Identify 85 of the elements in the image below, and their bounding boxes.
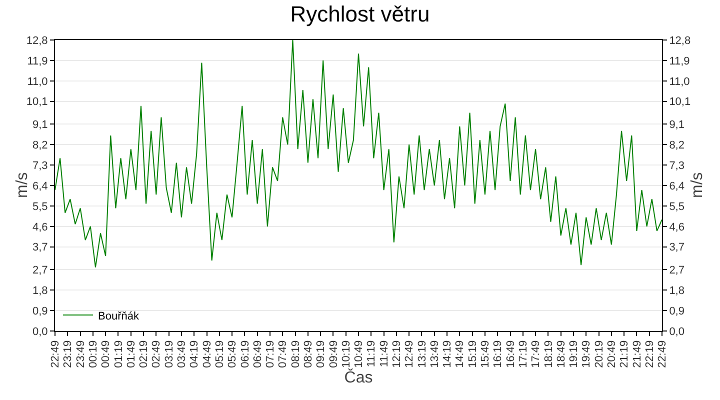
x-tick-label: 00:19 — [88, 340, 100, 368]
x-tick-label: 17:19 — [517, 340, 530, 368]
y2-tick-label: 5,5 — [669, 200, 684, 213]
x-tick-label: 13:19 — [416, 340, 428, 368]
x-tick-label: 12:19 — [391, 340, 404, 368]
y-tick-label: 10,1 — [26, 96, 48, 108]
chart-title: Rychlost větru — [290, 1, 430, 26]
y-tick-label: 7,3 — [32, 160, 48, 172]
y-tick-label: 12,8 — [26, 34, 48, 47]
line-series — [55, 40, 662, 268]
x-tick-label: 04:49 — [201, 340, 214, 368]
x-tick-label: 05:19 — [214, 340, 226, 368]
y2-tick-label: 4,6 — [669, 221, 684, 234]
y-tick-label: 5,5 — [32, 200, 48, 213]
x-tick-label: 19:49 — [580, 340, 593, 368]
x-tick-label: 13:49 — [428, 340, 441, 368]
y-tick-label: 2,7 — [32, 264, 48, 276]
x-tick-label: 09:19 — [315, 340, 328, 368]
x-tick-label: 06:19 — [239, 340, 252, 368]
y-tick-label: 9,1 — [32, 118, 48, 131]
y-tick-label: 0,9 — [32, 305, 48, 318]
x-tick-label: 16:49 — [504, 340, 517, 368]
x-tick-label: 08:19 — [290, 340, 302, 368]
y-tick-label: 3,7 — [32, 242, 48, 254]
x-tick-label: 06:49 — [252, 340, 264, 368]
y2-tick-label: 9,1 — [669, 118, 684, 131]
x-tick-label: 08:49 — [302, 340, 314, 368]
x-tick-label: 18:19 — [542, 340, 555, 368]
x-tick-label: 11:49 — [378, 340, 390, 368]
y-tick-label: 11,9 — [27, 55, 48, 68]
x-tick-label: 22:49 — [656, 340, 669, 368]
x-tick-label: 01:49 — [125, 340, 138, 368]
x-tick-label: 10:49 — [353, 340, 366, 368]
x-tick-label: 15:49 — [480, 340, 492, 368]
x-tick-label: 14:19 — [442, 340, 454, 368]
y2-tick-label: 11,9 — [669, 55, 690, 68]
x-tick-label: 07:19 — [264, 340, 277, 368]
legend-label: Bouřňák — [98, 310, 140, 322]
x-tick-label: 18:49 — [555, 340, 568, 368]
x-tick-label: 02:49 — [150, 340, 163, 368]
x-axis-title: Čas — [344, 368, 373, 387]
y2-axis-title: m/s — [689, 172, 706, 198]
x-tick-label: 22:49 — [50, 340, 62, 368]
x-tick-label: 05:49 — [226, 340, 239, 368]
y2-tick-label: 2,7 — [669, 264, 684, 276]
x-tick-label: 17:49 — [530, 340, 542, 368]
x-tick-label: 21:49 — [631, 340, 644, 368]
x-tick-label: 19:19 — [568, 340, 580, 368]
x-tick-label: 00:49 — [100, 340, 112, 368]
x-tick-label: 03:49 — [176, 340, 188, 368]
x-tick-label: 02:19 — [138, 340, 150, 368]
y2-tick-label: 0,9 — [669, 305, 684, 318]
y2-tick-label: 7,3 — [669, 160, 684, 172]
x-tick-label: 22:19 — [644, 340, 656, 368]
y2-tick-label: 11,0 — [669, 76, 690, 88]
x-tick-label: 09:49 — [328, 340, 340, 368]
x-tick-label: 04:19 — [188, 340, 201, 368]
x-tick-label: 20:19 — [593, 340, 606, 368]
y-tick-label: 6,4 — [32, 180, 48, 192]
x-tick-label: 10:19 — [340, 340, 352, 368]
x-tick-label: 23:19 — [62, 340, 74, 368]
x-tick-label: 11:19 — [366, 340, 378, 368]
y2-tick-label: 10,1 — [669, 96, 691, 108]
y2-tick-label: 1,8 — [669, 284, 684, 297]
y-tick-label: 0,0 — [32, 326, 48, 338]
x-tick-label: 20:49 — [606, 340, 618, 368]
y-tick-label: 11,0 — [27, 76, 48, 88]
y-tick-label: 4,6 — [32, 221, 48, 234]
x-tick-label: 15:19 — [466, 340, 479, 368]
y2-tick-label: 6,4 — [669, 180, 684, 192]
x-tick-label: 14:49 — [454, 340, 466, 368]
x-tick-label: 01:19 — [112, 340, 125, 368]
x-tick-label: 07:49 — [277, 340, 290, 368]
x-tick-label: 16:19 — [492, 340, 504, 368]
y2-tick-label: 0,0 — [669, 326, 684, 338]
y2-tick-label: 8,2 — [669, 139, 684, 152]
y-tick-label: 1,8 — [32, 284, 48, 297]
y-axis-title: m/s — [14, 172, 31, 198]
x-tick-label: 12:49 — [404, 340, 416, 368]
y2-tick-label: 12,8 — [669, 34, 691, 47]
x-tick-label: 03:19 — [163, 340, 176, 368]
y2-tick-label: 3,7 — [669, 242, 684, 254]
x-tick-label: 23:49 — [74, 340, 87, 368]
y-tick-label: 8,2 — [32, 139, 48, 152]
x-tick-label: 21:19 — [618, 340, 631, 368]
